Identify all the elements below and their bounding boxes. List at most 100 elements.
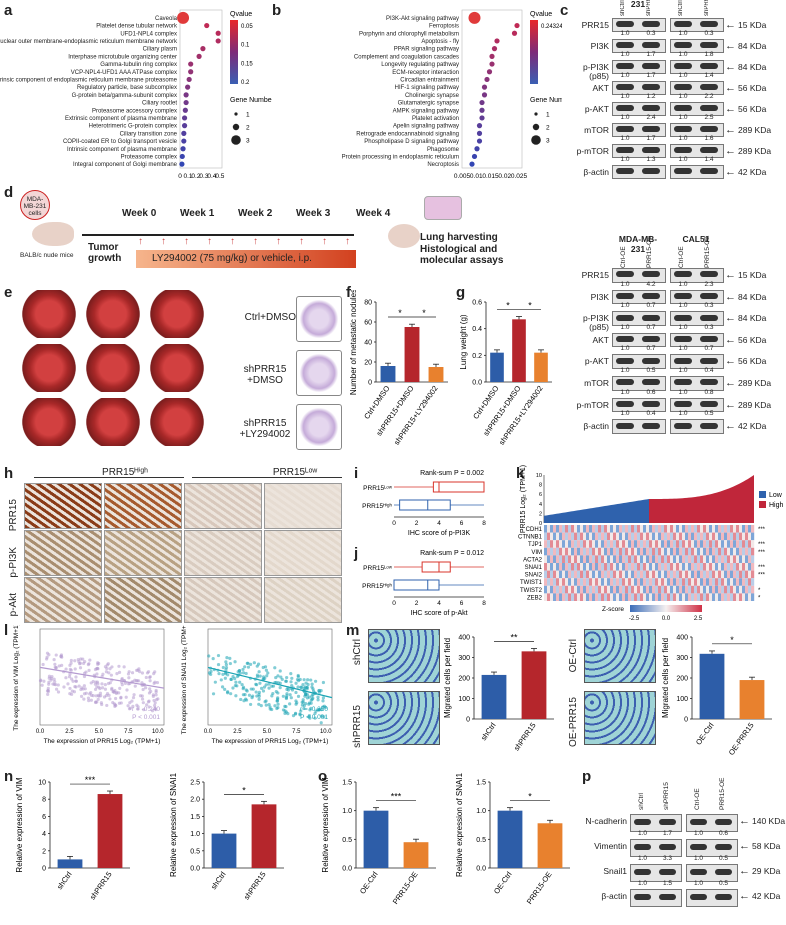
scatter-point (213, 680, 217, 684)
scatter-point (219, 678, 223, 682)
heat-cell (742, 555, 746, 563)
h-low-bar (192, 477, 342, 478)
blot-row-label: β-actin (583, 421, 609, 432)
heat-cell (595, 563, 599, 571)
heat-cell (664, 540, 668, 548)
heat-cell (721, 593, 725, 601)
heat-cell (718, 570, 722, 579)
dot-19 (179, 161, 185, 167)
scatter-point (302, 686, 306, 690)
p-value: Rank-sum P = 0.012 (420, 550, 484, 557)
tumor-growth-label: Tumor growth (88, 242, 122, 264)
heat-cell (676, 585, 680, 594)
y-tick-label: 6 (539, 492, 542, 498)
heat-cell (601, 593, 605, 601)
protein-band (642, 271, 660, 278)
scatter-point (113, 704, 117, 708)
term-label: Proteasome complex (121, 154, 177, 160)
heat-cell (631, 555, 635, 563)
heat-cell (655, 570, 659, 579)
scatter-point (281, 708, 286, 712)
protein-band (642, 168, 660, 174)
scatter-point (267, 686, 271, 690)
scatter-point (101, 672, 105, 676)
heat-cell (658, 555, 662, 563)
scatter-point (310, 685, 314, 689)
band-arrow: ← (725, 19, 736, 31)
scatter-point (44, 657, 49, 661)
heat-cell (559, 555, 563, 563)
scatter-point (245, 689, 249, 693)
scatter-point (224, 663, 228, 667)
heat-cell (625, 547, 629, 556)
band-quant: 0.8 (704, 388, 714, 396)
heat-cell (631, 570, 635, 579)
y-axis-label: Relative expression of VIM (321, 777, 330, 872)
scatter-point (70, 677, 74, 681)
heat-cell (691, 585, 695, 594)
heat-cell (616, 555, 620, 563)
heat-cell (673, 570, 677, 579)
scatter-point (96, 693, 101, 697)
scatter-point (247, 693, 252, 697)
term-label: Complement and coagulation cascades (354, 54, 459, 60)
band-quant: 1.0 (620, 93, 630, 100)
week-1: Week 1 (180, 208, 215, 219)
blot-row-label: p-AKT (584, 104, 609, 114)
scatter-point (240, 683, 244, 687)
heat-cell (742, 570, 746, 579)
heat-cell (694, 578, 698, 586)
heat-cell (718, 532, 722, 541)
heat-cell (730, 563, 734, 571)
heat-cell (688, 578, 692, 586)
heat-cell (622, 532, 626, 541)
lane-label: PRR15-OE (646, 235, 653, 268)
x-tick-label: shCtrl (209, 870, 228, 891)
blot-row-label: PI3K (590, 41, 609, 51)
lung-photo (84, 344, 142, 392)
protein-band (616, 126, 634, 132)
heat-cell (586, 532, 590, 541)
scatter-point (154, 690, 158, 694)
heat-cell (667, 532, 671, 541)
scatter-point (278, 669, 282, 673)
heat-cell (556, 593, 560, 601)
panel-label-c: c (560, 2, 569, 19)
heat-cell (625, 525, 629, 533)
protein-band (642, 314, 660, 321)
heat-cell (667, 525, 671, 533)
dot-17 (474, 146, 480, 152)
heat-cell (649, 525, 653, 533)
heat-cell (595, 540, 599, 548)
x-tick-label: 2 (415, 600, 419, 607)
sig-marker: * (528, 792, 532, 802)
heat-cell (736, 555, 740, 563)
heat-cell (661, 570, 665, 579)
heat-cell (592, 570, 596, 579)
heat-cell (547, 540, 551, 548)
colorbar-tick: 0.05 (241, 24, 253, 30)
x-axis-label: IHC score of p-PI3K (408, 530, 471, 537)
heat-cell (730, 547, 734, 556)
heat-cell (670, 585, 674, 594)
heat-cell (592, 525, 596, 533)
heat-cell (745, 570, 749, 579)
heat-cell (643, 547, 647, 556)
heat-cell (700, 540, 704, 548)
heat-cell (673, 578, 677, 586)
heat-cell (601, 540, 605, 548)
bar-0 (380, 366, 396, 382)
heat-cell (706, 532, 710, 541)
band-kda: 289 KDa (738, 399, 772, 410)
heat-cell (652, 532, 656, 541)
scatter-point (86, 696, 91, 700)
y-axis-label: The expression of VIM Log₂ (TPM+1) (13, 625, 20, 731)
heat-cell (595, 532, 599, 541)
scatter-point (109, 673, 113, 677)
term-label: Platelet dense tubular network (96, 24, 178, 30)
blot-row-label: p-AKT (584, 356, 609, 367)
scatter-point (257, 694, 261, 698)
scatter-point (244, 671, 248, 676)
